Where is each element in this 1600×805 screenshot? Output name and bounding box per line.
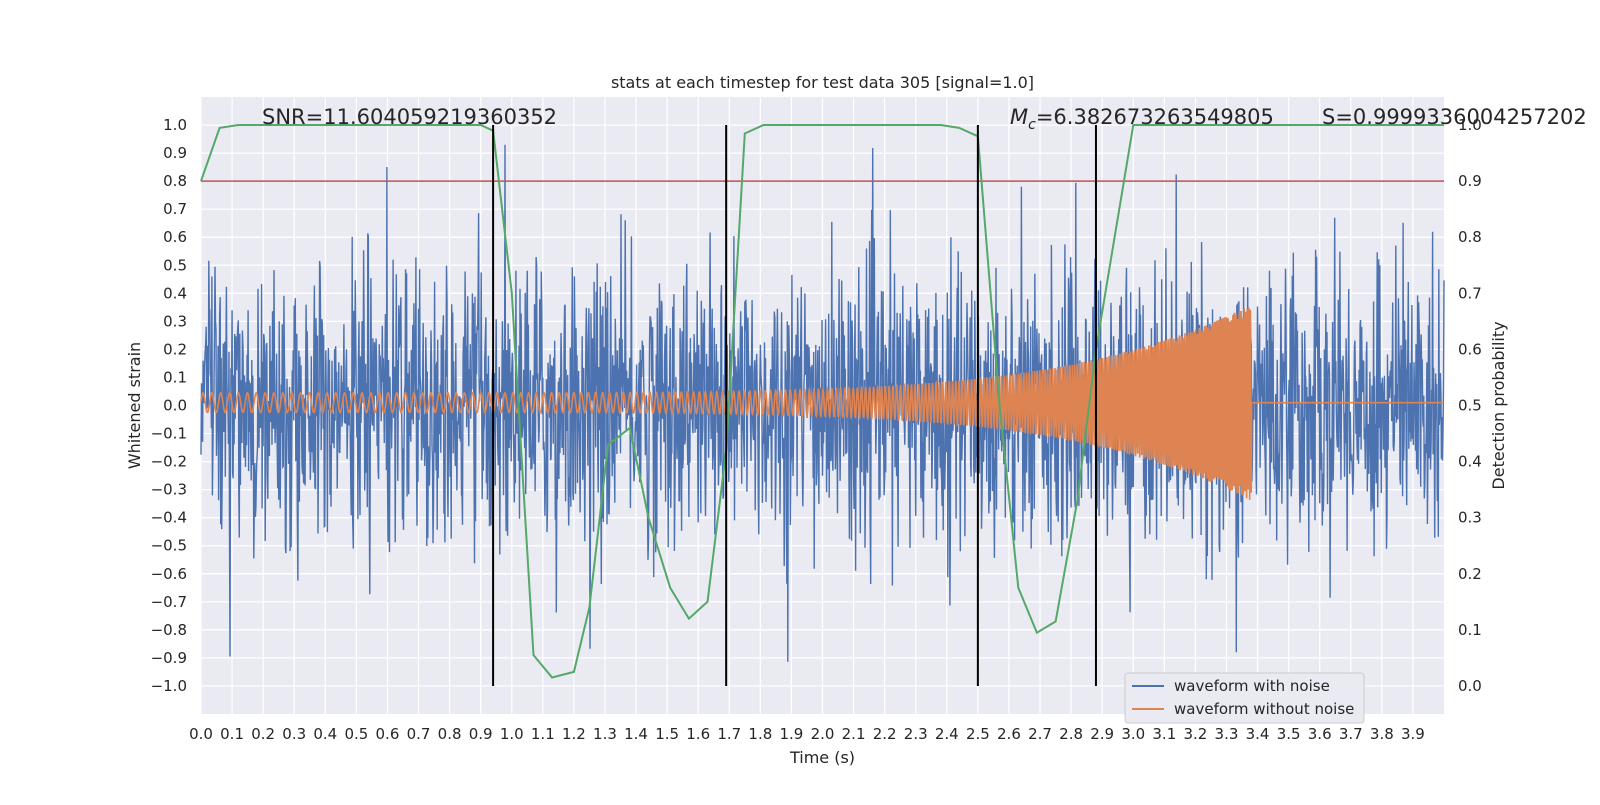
- x-tick-label: 2.6: [997, 725, 1021, 743]
- y-axis-label: Whitened strain: [125, 342, 144, 469]
- x-tick-label: 2.8: [1059, 725, 1083, 743]
- y2-tick-label: 0.5: [1458, 397, 1482, 415]
- detection-probability-line: [200, 124, 1444, 679]
- x-tick-label: 3.7: [1339, 725, 1363, 743]
- x-tick-label: 0.7: [407, 725, 431, 743]
- waveform-without-noise-line: [200, 307, 1444, 500]
- x-tick-label: 1.5: [655, 725, 679, 743]
- mc-value: =6.382673263549805: [1036, 105, 1274, 129]
- x-tick-label: 0.9: [469, 725, 493, 743]
- x-tick-label: 1.7: [717, 725, 741, 743]
- mc-subscript: c: [1028, 117, 1036, 133]
- x-tick-label: 1.3: [593, 725, 617, 743]
- x-tick-label: 2.2: [873, 725, 897, 743]
- vertical-marker-lines: [492, 125, 1097, 686]
- y2-tick-label: 0.4: [1458, 453, 1482, 471]
- x-tick-label: 1.2: [562, 725, 586, 743]
- grid-lines: [200, 97, 1444, 714]
- y-tick-label: 0.2: [163, 340, 187, 358]
- y-tick-label: −0.8: [151, 621, 187, 639]
- legend-box: [1124, 672, 1365, 724]
- x-tick-label: 1.8: [748, 725, 772, 743]
- x-tick-label: 3.4: [1246, 725, 1270, 743]
- x-tick-label: 2.3: [904, 725, 928, 743]
- legend-label-clean: waveform without noise: [1174, 700, 1354, 718]
- x-tick-label: 3.1: [1152, 725, 1176, 743]
- y-tick-label: 0.7: [163, 200, 187, 218]
- x-axis-label: Time (s): [789, 748, 855, 767]
- y-tick-label: 0.0: [163, 397, 187, 415]
- x-tick-label: 2.1: [842, 725, 866, 743]
- legend-label-noise: waveform with noise: [1174, 677, 1330, 695]
- mc-symbol: M: [1010, 105, 1028, 129]
- x-tick-label: 3.2: [1183, 725, 1207, 743]
- y-tick-label: 0.6: [163, 228, 187, 246]
- x-tick-label: 0.6: [376, 725, 400, 743]
- y2-axis-label: Detection probability: [1489, 321, 1508, 489]
- x-tick-label: 3.5: [1277, 725, 1301, 743]
- y-tick-label: −0.9: [151, 649, 187, 667]
- x-tick-label: 3.0: [1121, 725, 1145, 743]
- x-tick-label: 0.0: [189, 725, 213, 743]
- y-tick-label: 0.3: [163, 312, 187, 330]
- y-tick-label: 0.9: [163, 144, 187, 162]
- x-tick-label: 3.6: [1308, 725, 1332, 743]
- y-tick-label: −0.5: [151, 537, 187, 555]
- y-tick-label: −0.1: [151, 425, 187, 443]
- x-tick-label: 0.5: [344, 725, 368, 743]
- y-tick-label: 0.5: [163, 256, 187, 274]
- x-tick-label: 1.6: [686, 725, 710, 743]
- x-tick-label: 2.9: [1090, 725, 1114, 743]
- x-tick-label: 0.1: [220, 725, 244, 743]
- mc-annotation: Mc=6.382673263549805: [1010, 105, 1274, 133]
- y2-tick-label: 0.3: [1458, 509, 1482, 527]
- y-tick-label: 1.0: [163, 116, 187, 134]
- x-tick-label: 0.8: [438, 725, 462, 743]
- x-tick-label: 0.4: [313, 725, 337, 743]
- s-annotation: S=0.9999336004257202: [1322, 105, 1587, 129]
- chart-title: stats at each timestep for test data 305…: [611, 73, 1034, 92]
- x-tick-label: 3.8: [1370, 725, 1394, 743]
- x-tick-label: 1.0: [500, 725, 524, 743]
- y-tick-label: −0.7: [151, 593, 187, 611]
- detection-probability-series: [200, 124, 1444, 679]
- snr-annotation: SNR=11.604059219360352: [262, 105, 557, 129]
- y2-tick-label: 0.8: [1458, 228, 1482, 246]
- x-tick-label: 0.3: [282, 725, 306, 743]
- y-tick-label: −0.4: [151, 509, 187, 527]
- y2-tick-label: 0.7: [1458, 284, 1482, 302]
- x-tick-label: 2.7: [1028, 725, 1052, 743]
- y-tick-label: 0.8: [163, 172, 187, 190]
- y2-tick-label: 0.2: [1458, 565, 1482, 583]
- x-tick-label: 2.0: [811, 725, 835, 743]
- y-tick-label: −0.6: [151, 565, 187, 583]
- x-tick-label: 3.9: [1401, 725, 1425, 743]
- y2-tick-label: 0.0: [1458, 677, 1482, 695]
- x-tick-label: 1.9: [779, 725, 803, 743]
- waveform-with-noise-line: [200, 144, 1445, 662]
- x-tick-label: 1.4: [624, 725, 648, 743]
- x-tick-label: 1.1: [531, 725, 555, 743]
- y2-tick-label: 0.1: [1458, 621, 1482, 639]
- chart-legend: waveform with noise waveform without noi…: [1124, 672, 1365, 724]
- y2-tick-label: 1.0: [1458, 116, 1482, 134]
- y-tick-label: −0.2: [151, 453, 187, 471]
- x-tick-label: 2.5: [966, 725, 990, 743]
- y-tick-label: −1.0: [151, 677, 187, 695]
- y-tick-label: 0.1: [163, 368, 187, 386]
- x-tick-label: 2.4: [935, 725, 959, 743]
- tick-labels: 0.0 0.1 0.2 0.3 0.4 0.5 0.6 0.7 0.8 0.9 1.0 1.1 1.2 1…: [151, 116, 1482, 743]
- y2-tick-label: 0.6: [1458, 340, 1482, 358]
- y-tick-label: 0.4: [163, 284, 187, 302]
- y2-tick-label: 0.9: [1458, 172, 1482, 190]
- x-tick-label: 0.2: [251, 725, 275, 743]
- waveform-without-noise-series: [200, 307, 1444, 500]
- waveform-with-noise-series: [200, 144, 1445, 662]
- y-tick-label: −0.3: [151, 481, 187, 499]
- x-tick-label: 3.3: [1215, 725, 1239, 743]
